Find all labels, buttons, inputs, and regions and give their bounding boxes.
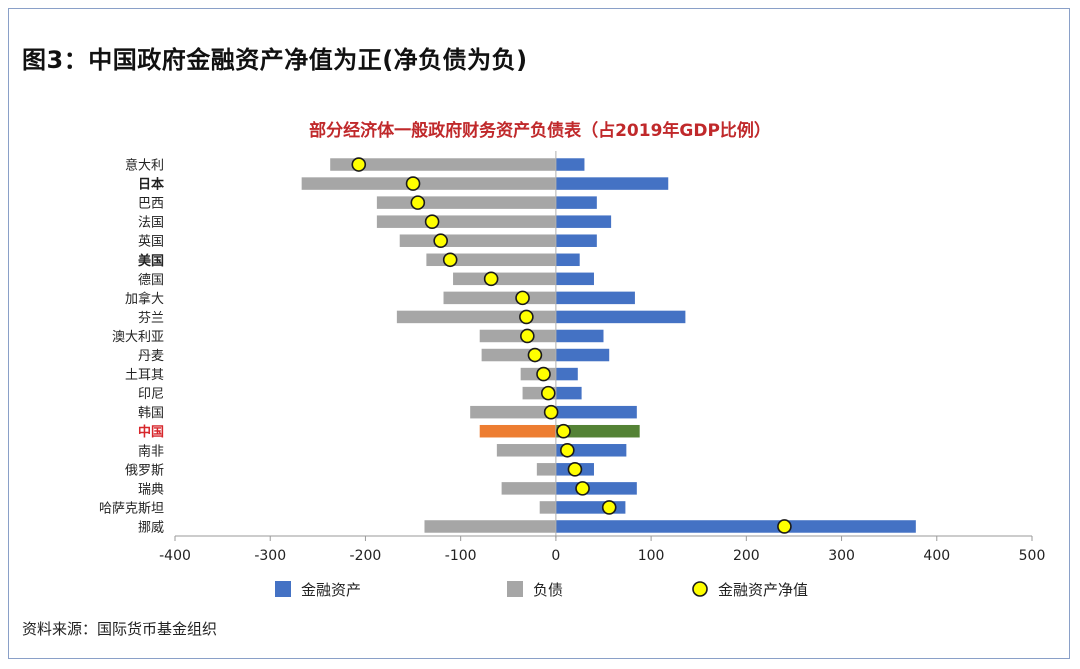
liability-bar xyxy=(330,158,556,171)
liability-bar xyxy=(496,444,556,457)
liability-bar xyxy=(399,234,556,247)
category-label: 瑞典 xyxy=(138,482,164,497)
category-label: 加拿大 xyxy=(125,291,164,307)
category-label: 南非 xyxy=(138,443,164,459)
net-value-marker xyxy=(527,347,543,363)
net-value-marker xyxy=(536,366,551,382)
liability-bar xyxy=(479,329,556,343)
category-label: 丹麦 xyxy=(138,349,164,364)
asset-bar xyxy=(555,348,610,362)
category-label: 韩国 xyxy=(138,406,164,421)
category-label: 英国 xyxy=(138,235,164,250)
legend-swatch xyxy=(507,581,523,597)
asset-bar xyxy=(555,482,637,495)
x-tick-label: -300 xyxy=(254,548,286,564)
x-tick-label: -100 xyxy=(445,548,477,564)
legend-label: 金融资产净值 xyxy=(718,581,808,599)
liability-bar xyxy=(501,482,556,495)
legend-label: 负债 xyxy=(533,581,563,599)
category-label: 巴西 xyxy=(138,197,164,212)
category-label: 意大利 xyxy=(125,158,164,174)
liability-bar xyxy=(481,348,556,362)
liability-bar xyxy=(426,253,556,267)
asset-bar xyxy=(555,215,612,228)
legend-swatch xyxy=(275,581,291,597)
asset-bar xyxy=(555,177,669,190)
asset-bar xyxy=(555,158,585,171)
net-value-marker xyxy=(433,233,448,249)
x-tick-label: 400 xyxy=(923,548,950,564)
x-tick-label: 200 xyxy=(733,548,760,564)
asset-bar xyxy=(555,405,637,419)
net-value-marker xyxy=(601,500,617,515)
liability-bar xyxy=(539,501,556,514)
liability-bar xyxy=(536,463,556,476)
asset-bar xyxy=(555,520,916,533)
category-label: 印尼 xyxy=(138,387,164,402)
net-value-marker xyxy=(442,252,458,268)
net-value-marker xyxy=(543,404,559,420)
asset-bar xyxy=(555,272,594,286)
net-value-marker xyxy=(556,423,571,439)
asset-bar xyxy=(555,386,582,400)
category-label: 俄罗斯 xyxy=(125,463,164,478)
category-label: 澳大利亚 xyxy=(112,329,164,345)
net-value-marker xyxy=(410,195,426,210)
category-label: 日本 xyxy=(138,177,164,193)
net-value-marker xyxy=(483,271,499,287)
liability-bar xyxy=(453,272,556,286)
asset-bar xyxy=(555,367,578,381)
net-value-marker xyxy=(777,519,792,534)
x-tick-label: 300 xyxy=(828,548,855,564)
net-value-marker xyxy=(567,462,583,477)
category-label: 土耳其 xyxy=(125,368,164,383)
category-label: 美国 xyxy=(138,253,164,269)
liability-bar xyxy=(443,291,556,305)
net-value-marker xyxy=(515,290,530,306)
net-value-marker xyxy=(424,214,440,229)
liability-bar xyxy=(301,177,556,190)
category-label: 哈萨克斯坦 xyxy=(99,501,164,516)
asset-bar xyxy=(555,253,580,267)
liability-bar xyxy=(424,520,556,533)
net-value-marker xyxy=(560,442,575,458)
category-label: 法国 xyxy=(138,216,164,231)
legend-label: 金融资产 xyxy=(301,581,361,599)
x-tick-label: -400 xyxy=(159,548,191,564)
net-value-marker xyxy=(351,157,367,172)
x-tick-label: -200 xyxy=(350,548,382,564)
x-tick-label: 100 xyxy=(638,548,665,564)
asset-bar xyxy=(555,329,604,343)
liability-bar xyxy=(376,196,556,209)
liability-bar xyxy=(470,405,556,419)
category-label: 中国 xyxy=(138,424,164,440)
liability-bar xyxy=(376,215,556,228)
liability-bar xyxy=(479,424,556,438)
net-value-marker xyxy=(519,309,534,325)
asset-bar xyxy=(555,291,635,305)
x-tick-label: 0 xyxy=(551,548,560,564)
source-note: 资料来源：国际货币基金组织 xyxy=(22,620,218,638)
asset-bar xyxy=(555,424,640,438)
net-value-marker xyxy=(540,385,556,401)
legend-swatch xyxy=(692,581,708,597)
chart-title: 部分经济体一般政府财务资产负债表（占2019年GDP比例） xyxy=(309,121,771,141)
asset-bar xyxy=(555,234,597,247)
x-tick-label: 500 xyxy=(1019,548,1046,564)
category-label: 芬兰 xyxy=(138,311,164,326)
net-value-marker xyxy=(520,328,535,344)
net-value-marker xyxy=(575,481,590,496)
category-label: 德国 xyxy=(138,273,164,288)
category-label: 挪威 xyxy=(138,520,164,535)
liability-bar xyxy=(396,310,556,324)
asset-bar xyxy=(555,310,686,324)
figure-title: 图3：中国政府金融资产净值为正(净负债为负) xyxy=(22,46,528,74)
net-value-marker xyxy=(405,176,421,191)
asset-bar xyxy=(555,196,597,209)
